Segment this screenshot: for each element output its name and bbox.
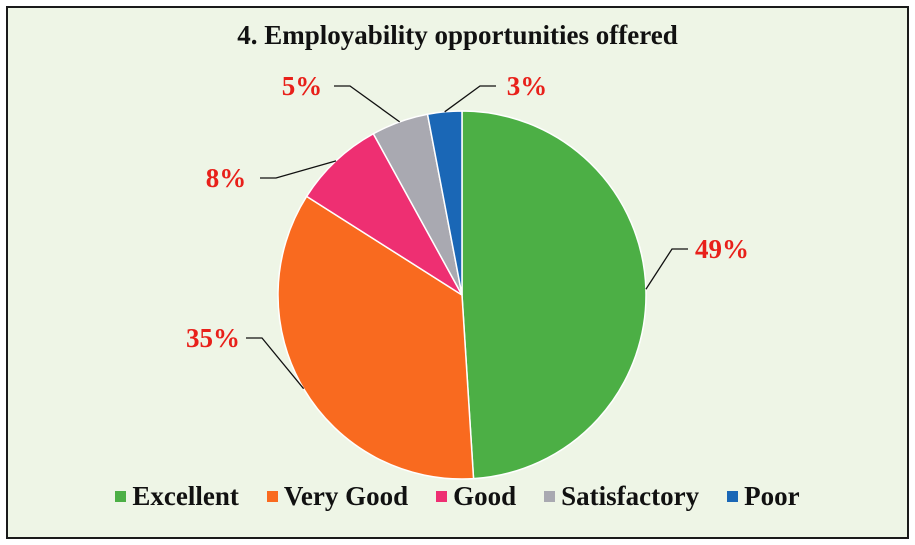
data-label-poor: 3% — [507, 71, 548, 101]
chart-title: 4. Employability opportunities offered — [237, 20, 678, 50]
leader-line-satisfactory — [334, 85, 401, 123]
data-label-very-good: 35% — [186, 323, 240, 353]
pie-slice-excellent — [461, 110, 647, 480]
legend-swatch-very-good — [266, 491, 278, 502]
data-label-excellent: 49% — [695, 234, 749, 264]
legend-item-satisfactory: Satisfactory — [544, 481, 699, 512]
legend-item-very-good: Very Good — [266, 481, 409, 512]
leader-line-excellent — [645, 248, 688, 290]
leader-line-poor — [444, 85, 496, 113]
legend-label-excellent: Excellent — [132, 481, 239, 511]
legend-label-very-good: Very Good — [283, 481, 409, 511]
legend-label-good: Good — [453, 481, 517, 511]
legend-item-good: Good — [436, 481, 516, 512]
legend-swatch-good — [436, 491, 448, 502]
legend-label-satisfactory: Satisfactory — [561, 481, 700, 511]
chart-legend: Excellent Very Good Good Satisfactory Poor — [0, 481, 915, 512]
pie-slice-good — [305, 132, 463, 296]
legend-item-excellent: Excellent — [115, 481, 239, 512]
legend-item-poor: Poor — [727, 481, 800, 512]
leader-line-good — [260, 160, 337, 179]
leader-line-very-good — [246, 337, 305, 390]
legend-swatch-satisfactory — [544, 491, 556, 502]
legend-swatch-poor — [727, 491, 739, 502]
legend-label-poor: Poor — [744, 481, 800, 511]
data-label-good: 8% — [206, 163, 247, 193]
data-label-satisfactory: 5% — [282, 71, 323, 101]
legend-swatch-excellent — [115, 491, 127, 502]
